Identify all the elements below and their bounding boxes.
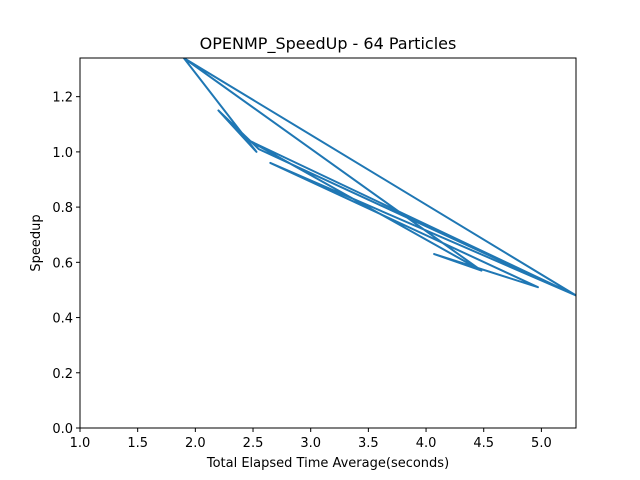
y-tick-label: 0.6 [52,256,73,271]
chart-title: OPENMP_SpeedUp - 64 Particles [200,34,457,54]
y-tick-label: 1.0 [52,146,73,161]
x-axis-label: Total Elapsed Time Average(seconds) [206,456,449,471]
x-tick-label: 1.5 [127,436,148,451]
x-tick-label: 4.5 [473,436,494,451]
x-tick-label: 2.5 [243,436,264,451]
x-axis-ticks: 1.0 1.5 2.0 2.5 3.0 3.5 4.0 4.5 5.0 [70,428,552,451]
y-tick-label: 0.4 [52,312,73,327]
x-tick-label: 2.0 [185,436,206,451]
x-tick-label: 4.0 [416,436,437,451]
x-tick-label: 3.0 [300,436,321,451]
y-tick-label: 1.2 [52,91,73,106]
x-tick-label: 5.0 [531,436,552,451]
y-tick-label: 0.8 [52,201,73,216]
axes-frame [79,57,577,429]
x-tick-label: 1.0 [70,436,91,451]
y-axis-ticks: 0.0 0.2 0.4 0.6 0.8 1.0 1.2 [52,91,80,437]
y-axis-label: Speedup [29,214,44,271]
plot-area [182,58,576,297]
y-tick-label: 0.2 [52,367,73,382]
series-line [182,58,576,297]
y-tick-label: 0.0 [52,422,73,437]
x-tick-label: 3.5 [358,436,379,451]
